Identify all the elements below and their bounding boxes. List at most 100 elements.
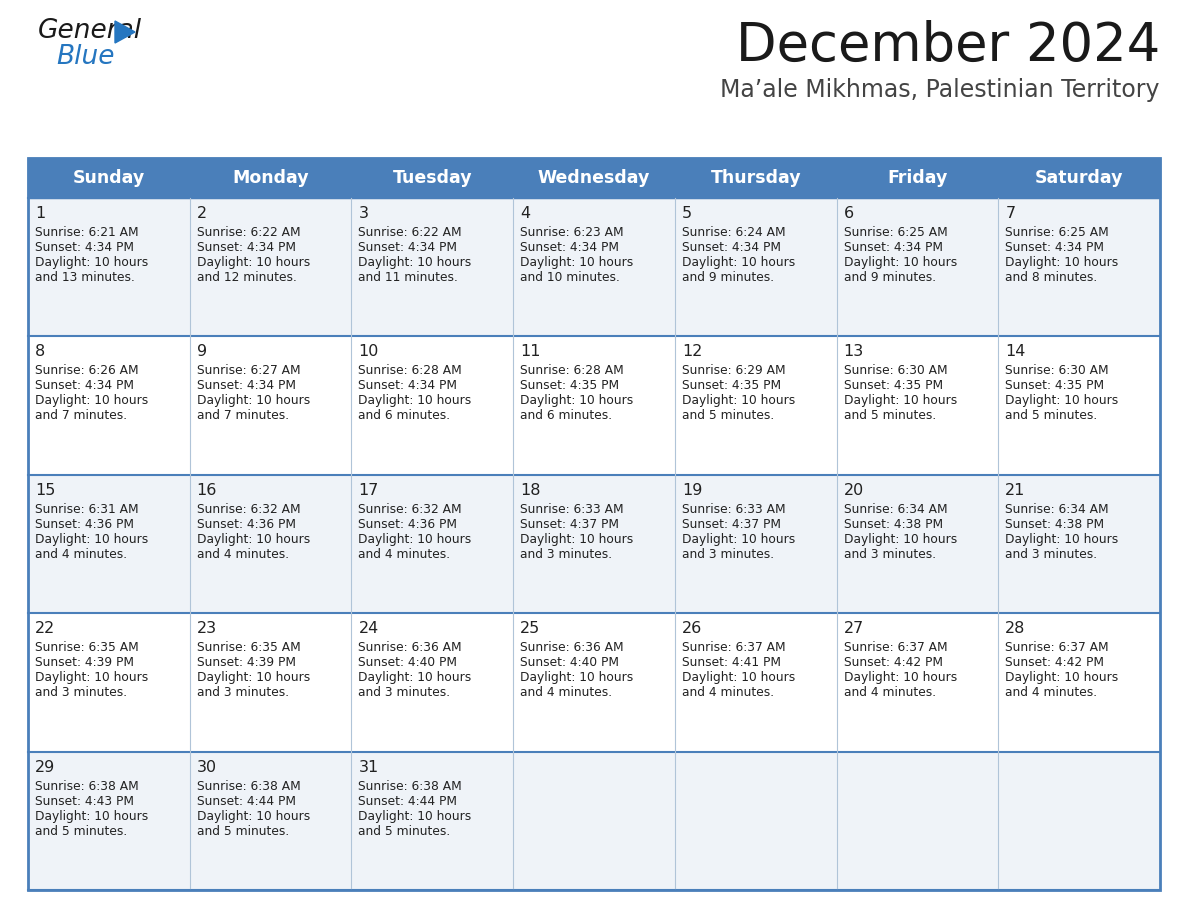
Text: Daylight: 10 hours: Daylight: 10 hours — [359, 532, 472, 546]
Text: Daylight: 10 hours: Daylight: 10 hours — [197, 395, 310, 408]
Text: Sunrise: 6:38 AM: Sunrise: 6:38 AM — [34, 779, 139, 792]
Text: Tuesday: Tuesday — [392, 169, 472, 187]
Text: Sunrise: 6:23 AM: Sunrise: 6:23 AM — [520, 226, 624, 239]
Bar — [29, 158, 1159, 890]
Text: Sunday: Sunday — [72, 169, 145, 187]
Text: and 5 minutes.: and 5 minutes. — [682, 409, 775, 422]
Text: Sunrise: 6:28 AM: Sunrise: 6:28 AM — [359, 364, 462, 377]
Text: Sunset: 4:35 PM: Sunset: 4:35 PM — [682, 379, 781, 392]
Text: Sunrise: 6:34 AM: Sunrise: 6:34 AM — [1005, 503, 1108, 516]
Text: Monday: Monday — [233, 169, 309, 187]
Text: 27: 27 — [843, 621, 864, 636]
Polygon shape — [115, 21, 135, 43]
Text: Sunset: 4:34 PM: Sunset: 4:34 PM — [197, 241, 296, 254]
Text: Daylight: 10 hours: Daylight: 10 hours — [682, 395, 795, 408]
Text: Wednesday: Wednesday — [538, 169, 650, 187]
Text: Daylight: 10 hours: Daylight: 10 hours — [359, 256, 472, 269]
Text: Daylight: 10 hours: Daylight: 10 hours — [34, 810, 148, 823]
Text: Sunset: 4:39 PM: Sunset: 4:39 PM — [197, 656, 296, 669]
Text: and 3 minutes.: and 3 minutes. — [359, 686, 450, 700]
Text: 25: 25 — [520, 621, 541, 636]
Text: Daylight: 10 hours: Daylight: 10 hours — [682, 671, 795, 684]
Text: and 9 minutes.: and 9 minutes. — [843, 271, 936, 284]
Text: Thursday: Thursday — [710, 169, 801, 187]
Text: Sunset: 4:34 PM: Sunset: 4:34 PM — [843, 241, 942, 254]
Text: Sunrise: 6:22 AM: Sunrise: 6:22 AM — [359, 226, 462, 239]
Text: Daylight: 10 hours: Daylight: 10 hours — [520, 395, 633, 408]
Text: 26: 26 — [682, 621, 702, 636]
Text: 24: 24 — [359, 621, 379, 636]
Text: Friday: Friday — [887, 169, 948, 187]
Text: 15: 15 — [34, 483, 56, 498]
Text: Sunrise: 6:30 AM: Sunrise: 6:30 AM — [1005, 364, 1108, 377]
Text: Sunrise: 6:29 AM: Sunrise: 6:29 AM — [682, 364, 785, 377]
Text: Blue: Blue — [56, 44, 114, 70]
Text: Sunrise: 6:35 AM: Sunrise: 6:35 AM — [197, 641, 301, 655]
Text: Daylight: 10 hours: Daylight: 10 hours — [197, 671, 310, 684]
Text: Daylight: 10 hours: Daylight: 10 hours — [359, 810, 472, 823]
Text: and 4 minutes.: and 4 minutes. — [197, 548, 289, 561]
Text: Sunset: 4:41 PM: Sunset: 4:41 PM — [682, 656, 781, 669]
Text: Sunrise: 6:35 AM: Sunrise: 6:35 AM — [34, 641, 139, 655]
Text: and 3 minutes.: and 3 minutes. — [1005, 548, 1098, 561]
Text: Daylight: 10 hours: Daylight: 10 hours — [34, 671, 148, 684]
Text: and 4 minutes.: and 4 minutes. — [520, 686, 612, 700]
Text: Sunset: 4:34 PM: Sunset: 4:34 PM — [359, 379, 457, 392]
Bar — [29, 613, 1159, 752]
Text: 7: 7 — [1005, 206, 1016, 221]
Text: Daylight: 10 hours: Daylight: 10 hours — [520, 532, 633, 546]
Text: Daylight: 10 hours: Daylight: 10 hours — [359, 671, 472, 684]
Text: and 5 minutes.: and 5 minutes. — [359, 824, 450, 837]
Text: 9: 9 — [197, 344, 207, 360]
Text: Sunset: 4:42 PM: Sunset: 4:42 PM — [843, 656, 942, 669]
Text: and 4 minutes.: and 4 minutes. — [843, 686, 936, 700]
Text: Daylight: 10 hours: Daylight: 10 hours — [34, 256, 148, 269]
Text: Sunset: 4:35 PM: Sunset: 4:35 PM — [1005, 379, 1105, 392]
Text: Sunrise: 6:33 AM: Sunrise: 6:33 AM — [682, 503, 785, 516]
Text: Sunrise: 6:24 AM: Sunrise: 6:24 AM — [682, 226, 785, 239]
Text: 10: 10 — [359, 344, 379, 360]
Text: Daylight: 10 hours: Daylight: 10 hours — [359, 395, 472, 408]
Text: Daylight: 10 hours: Daylight: 10 hours — [34, 532, 148, 546]
Text: Daylight: 10 hours: Daylight: 10 hours — [682, 256, 795, 269]
Text: Sunrise: 6:31 AM: Sunrise: 6:31 AM — [34, 503, 139, 516]
Text: and 8 minutes.: and 8 minutes. — [1005, 271, 1098, 284]
Text: and 7 minutes.: and 7 minutes. — [34, 409, 127, 422]
Bar — [29, 336, 1159, 475]
Text: and 5 minutes.: and 5 minutes. — [1005, 409, 1098, 422]
Text: and 12 minutes.: and 12 minutes. — [197, 271, 297, 284]
Text: Sunrise: 6:28 AM: Sunrise: 6:28 AM — [520, 364, 624, 377]
Text: Ma’ale Mikhmas, Palestinian Territory: Ma’ale Mikhmas, Palestinian Territory — [720, 78, 1159, 102]
Text: Daylight: 10 hours: Daylight: 10 hours — [197, 810, 310, 823]
Text: Sunset: 4:37 PM: Sunset: 4:37 PM — [520, 518, 619, 531]
Text: Daylight: 10 hours: Daylight: 10 hours — [1005, 671, 1119, 684]
Text: Sunrise: 6:22 AM: Sunrise: 6:22 AM — [197, 226, 301, 239]
Text: 11: 11 — [520, 344, 541, 360]
Text: 30: 30 — [197, 759, 217, 775]
Text: Sunset: 4:34 PM: Sunset: 4:34 PM — [1005, 241, 1105, 254]
Text: and 7 minutes.: and 7 minutes. — [197, 409, 289, 422]
Text: 4: 4 — [520, 206, 530, 221]
Text: Sunrise: 6:38 AM: Sunrise: 6:38 AM — [359, 779, 462, 792]
Text: Sunrise: 6:27 AM: Sunrise: 6:27 AM — [197, 364, 301, 377]
Text: 14: 14 — [1005, 344, 1025, 360]
Text: 5: 5 — [682, 206, 691, 221]
Text: Sunrise: 6:33 AM: Sunrise: 6:33 AM — [520, 503, 624, 516]
Text: Sunset: 4:34 PM: Sunset: 4:34 PM — [520, 241, 619, 254]
Text: Sunrise: 6:36 AM: Sunrise: 6:36 AM — [359, 641, 462, 655]
Text: Sunrise: 6:37 AM: Sunrise: 6:37 AM — [1005, 641, 1108, 655]
Text: Sunset: 4:40 PM: Sunset: 4:40 PM — [520, 656, 619, 669]
Text: Sunrise: 6:25 AM: Sunrise: 6:25 AM — [1005, 226, 1110, 239]
Text: Daylight: 10 hours: Daylight: 10 hours — [520, 256, 633, 269]
Text: Sunset: 4:43 PM: Sunset: 4:43 PM — [34, 795, 134, 808]
Text: December 2024: December 2024 — [735, 20, 1159, 72]
Text: 3: 3 — [359, 206, 368, 221]
Text: Sunrise: 6:37 AM: Sunrise: 6:37 AM — [682, 641, 785, 655]
Text: Sunset: 4:38 PM: Sunset: 4:38 PM — [1005, 518, 1105, 531]
Text: and 3 minutes.: and 3 minutes. — [197, 686, 289, 700]
Text: and 6 minutes.: and 6 minutes. — [520, 409, 612, 422]
Text: and 5 minutes.: and 5 minutes. — [843, 409, 936, 422]
Text: 19: 19 — [682, 483, 702, 498]
Text: Daylight: 10 hours: Daylight: 10 hours — [520, 671, 633, 684]
Text: Sunset: 4:44 PM: Sunset: 4:44 PM — [359, 795, 457, 808]
